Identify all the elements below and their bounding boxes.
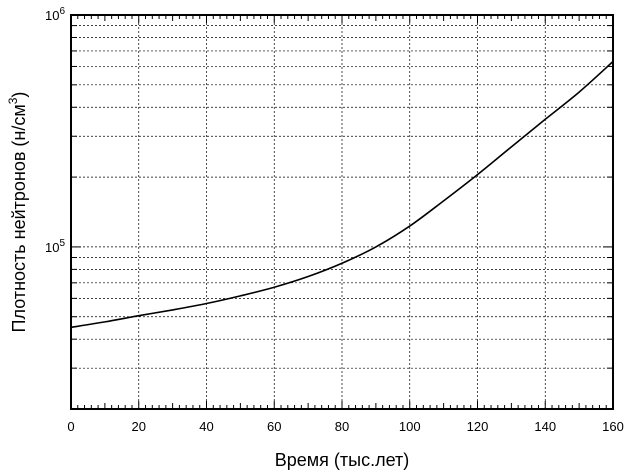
x-tick-label: 20 — [132, 419, 146, 434]
x-tick-label: 80 — [335, 419, 349, 434]
x-tick-label: 160 — [602, 419, 624, 434]
y-tick-label-exp: 6 — [59, 6, 65, 17]
series-group — [70, 60, 614, 329]
y-tick-label-base: 10 — [45, 240, 59, 255]
x-axis-title: Время (тыс.лет) — [275, 450, 409, 470]
x-tick-label: 100 — [399, 419, 421, 434]
grid — [71, 15, 613, 409]
x-tick-labels: 0 20 40 60 80 100 120 140 160 — [67, 419, 623, 434]
y-axis-title-close: ) — [9, 92, 29, 98]
series-line — [70, 60, 614, 329]
x-tick-label: 140 — [534, 419, 556, 434]
x-tick-label: 40 — [199, 419, 213, 434]
x-tick-label: 0 — [67, 419, 74, 434]
y-axis-title-sup: 3 — [6, 97, 20, 104]
y-tick-label-exp: 5 — [59, 238, 65, 249]
y-axis-title-main: Плотность нейтронов (н/см — [9, 104, 29, 332]
plot-frame — [70, 14, 614, 410]
y-tick-label: 105 — [45, 238, 65, 255]
y-tick-label-base: 10 — [45, 8, 59, 23]
y-axis-title: Плотность нейтронов (н/см3) — [6, 92, 29, 333]
y-tick-label: 106 — [45, 6, 65, 23]
x-tick-label: 60 — [267, 419, 281, 434]
x-tick-label: 120 — [467, 419, 489, 434]
